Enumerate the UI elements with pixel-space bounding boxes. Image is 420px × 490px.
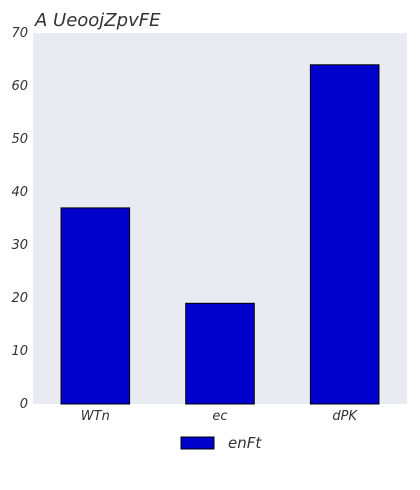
legend-swatch bbox=[180, 436, 215, 450]
x-tick-label: ec bbox=[212, 409, 227, 424]
x-tick-label: dPK bbox=[332, 409, 358, 424]
legend: enFt bbox=[180, 434, 262, 452]
legend-label: enFt bbox=[228, 434, 262, 452]
x-axis: WTn ec dPK bbox=[81, 409, 359, 424]
bar-dPK bbox=[309, 64, 380, 405]
bar-series bbox=[60, 64, 380, 405]
bar-ec bbox=[185, 302, 255, 405]
y-axis: 0 10 20 30 40 50 60 70 bbox=[11, 26, 28, 412]
x-tick-label: WTn bbox=[81, 409, 110, 424]
y-tick-label: 60 bbox=[11, 79, 28, 94]
y-tick-label: 40 bbox=[11, 185, 28, 200]
y-tick-label: 10 bbox=[11, 344, 28, 359]
bar-WTn bbox=[60, 207, 131, 405]
y-tick-label: 20 bbox=[11, 291, 28, 306]
chart-title: A UeoojZpvFE bbox=[34, 10, 161, 31]
y-tick-label: 70 bbox=[11, 26, 28, 41]
y-tick-label: 50 bbox=[11, 132, 28, 147]
y-tick-label: 0 bbox=[20, 397, 28, 412]
y-tick-label: 30 bbox=[11, 238, 28, 253]
